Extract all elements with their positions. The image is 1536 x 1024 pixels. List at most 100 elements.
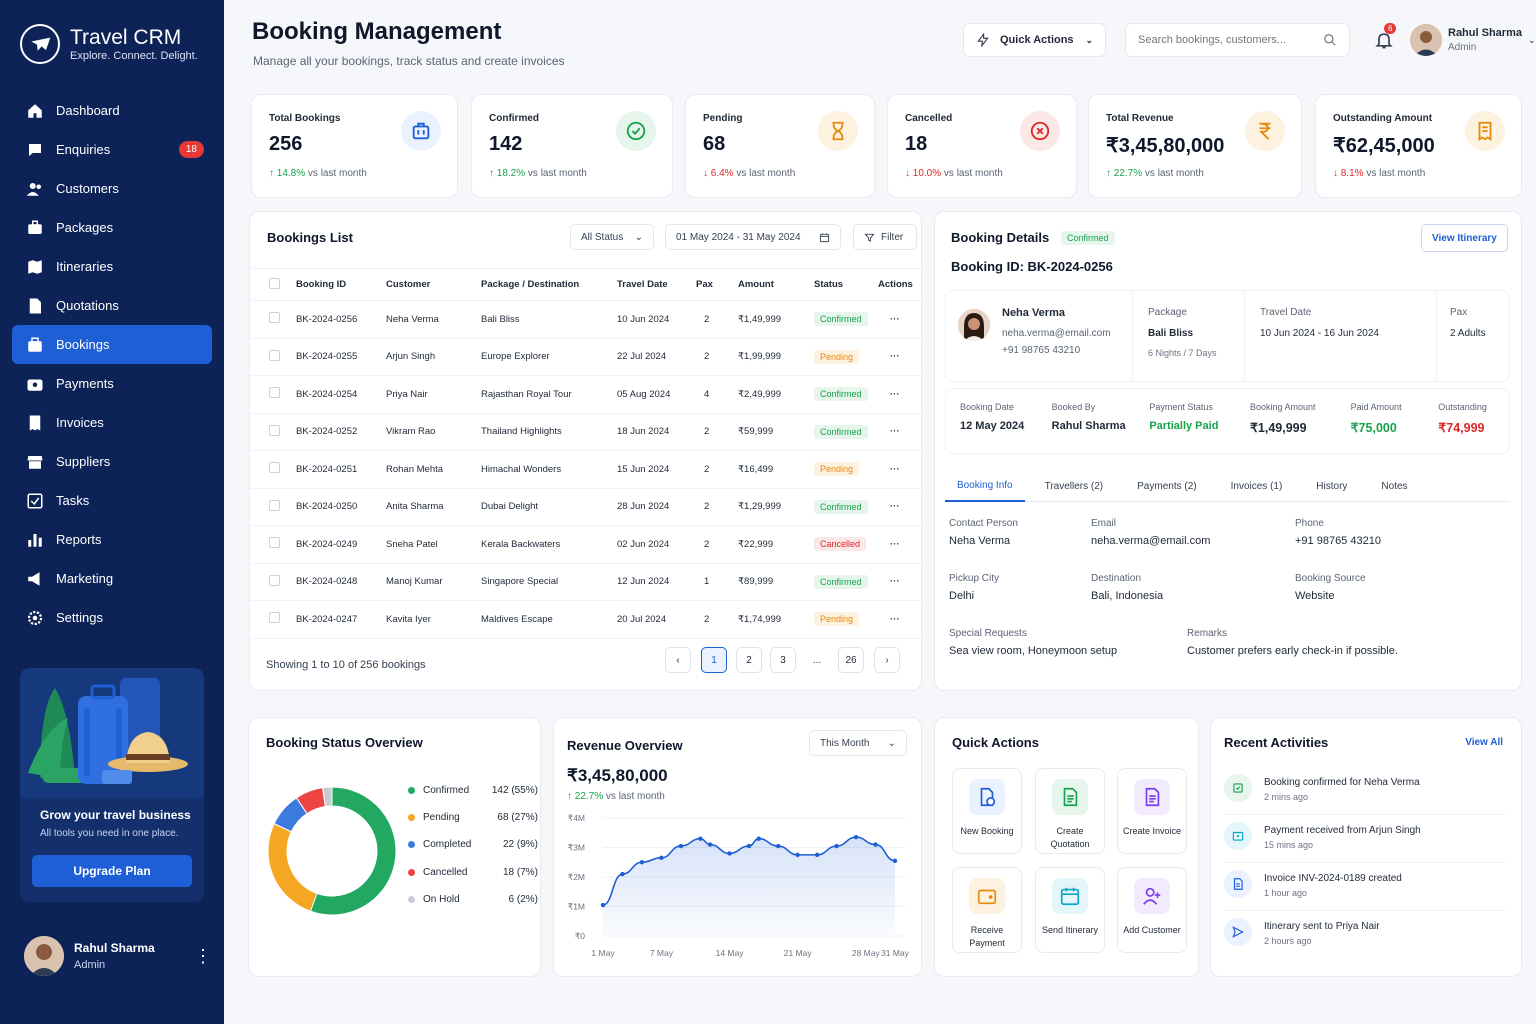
stat-card-outstanding-amount[interactable]: Outstanding Amount ₹62,45,000 ↓ 8.1% vs la…	[1315, 94, 1522, 198]
booking-id-link[interactable]: BK-2024-0250	[296, 488, 386, 526]
quick-action-new-booking[interactable]: New Booking	[952, 768, 1022, 854]
stat-card-confirmed[interactable]: Confirmed 142 ↑ 18.2% vs last month	[471, 94, 673, 198]
booking-id-link[interactable]: BK-2024-0248	[296, 563, 386, 601]
booking-id-link[interactable]: BK-2024-0247	[296, 600, 386, 639]
column-header[interactable]: Travel Date	[617, 268, 696, 301]
column-header[interactable]: Package / Destination	[481, 268, 617, 301]
period-select[interactable]: This Month ⌄	[809, 730, 907, 756]
view-all-link[interactable]: View All	[1465, 737, 1503, 748]
view-itinerary-button[interactable]: View Itinerary	[1421, 224, 1508, 252]
table-row[interactable]: BK-2024-0247 Kavita Iyer Maldives Escape 20…	[250, 600, 922, 639]
sidebar-item-enquiries[interactable]: Enquiries 18	[12, 130, 212, 169]
stat-card-total-bookings[interactable]: Total Bookings 256 ↑ 14.8% vs last month	[251, 94, 458, 198]
table-row[interactable]: BK-2024-0252 Vikram Rao Thailand Highlight…	[250, 413, 922, 451]
tab-payments[interactable]: Payments (2)	[1137, 480, 1197, 492]
more-horizontal-icon[interactable]: ···	[890, 576, 900, 588]
next-page-button[interactable]: ›	[874, 647, 900, 673]
row-checkbox[interactable]	[269, 312, 280, 324]
tab-notes[interactable]: Notes	[1381, 480, 1408, 492]
more-horizontal-icon[interactable]: ···	[890, 388, 900, 400]
more-vertical-icon[interactable]: ⋮	[194, 945, 212, 966]
status-filter-select[interactable]: All Status ⌄	[570, 224, 654, 250]
more-horizontal-icon[interactable]: ···	[890, 501, 900, 513]
column-header[interactable]: Status	[814, 268, 878, 301]
quick-action-receive-payment[interactable]: Receive Payment	[952, 867, 1022, 953]
booking-id-link[interactable]: BK-2024-0256	[296, 300, 386, 339]
column-header[interactable]: Actions	[878, 268, 922, 301]
booking-id-link[interactable]: BK-2024-0255	[296, 338, 386, 376]
search-box[interactable]	[1125, 23, 1350, 57]
tab-booking-info[interactable]: Booking Info	[945, 470, 1025, 502]
row-checkbox[interactable]	[269, 462, 280, 474]
more-horizontal-icon[interactable]: ···	[890, 463, 900, 475]
sidebar-item-dashboard[interactable]: Dashboard	[12, 91, 212, 130]
search-icon[interactable]	[1323, 33, 1337, 47]
sidebar-item-bookings[interactable]: Bookings	[12, 325, 212, 364]
tab-travellers[interactable]: Travellers (2)	[1044, 480, 1104, 492]
tab-invoices[interactable]: Invoices (1)	[1230, 480, 1283, 492]
stat-card-cancelled[interactable]: Cancelled 18 ↓ 10.0% vs last month	[887, 94, 1077, 198]
more-horizontal-icon[interactable]: ···	[890, 613, 900, 625]
activity-item[interactable]: Payment received from Arjun Singh 15 mins…	[1224, 822, 1506, 863]
row-checkbox[interactable]	[269, 612, 280, 624]
table-row[interactable]: BK-2024-0254 Priya Nair Rajasthan Royal To…	[250, 375, 922, 414]
table-row[interactable]: BK-2024-0251 Rohan Mehta Himachal Wonders 1…	[250, 450, 922, 489]
sidebar-item-itineraries[interactable]: Itineraries	[12, 247, 212, 286]
more-horizontal-icon[interactable]: ···	[890, 313, 900, 325]
sidebar-item-payments[interactable]: Payments	[12, 364, 212, 403]
column-header[interactable]: Booking ID	[296, 268, 386, 301]
activity-item[interactable]: Invoice INV-2024-0189 created 1 hour ago	[1224, 870, 1506, 911]
search-input[interactable]	[1138, 34, 1313, 46]
quick-action-create-invoice[interactable]: Create Invoice	[1117, 768, 1187, 854]
sidebar-item-tasks[interactable]: Tasks	[12, 481, 212, 520]
row-checkbox[interactable]	[269, 537, 280, 549]
notifications-button[interactable]: 6	[1374, 23, 1397, 56]
quick-action-send-itinerary[interactable]: Send Itinerary	[1035, 867, 1105, 953]
stat-card-pending[interactable]: Pending 68 ↓ 6.4% vs last month	[685, 94, 875, 198]
table-row[interactable]: BK-2024-0256 Neha Verma Bali Bliss 10 Jun 2…	[250, 300, 922, 339]
table-row[interactable]: BK-2024-0249 Sneha Patel Kerala Backwaters…	[250, 525, 922, 564]
column-header[interactable]: Pax	[696, 268, 738, 301]
page-button[interactable]: 3	[770, 647, 796, 673]
stat-card-total-revenue[interactable]: Total Revenue ₹3,45,80,000 ↑ 22.7% vs last…	[1088, 94, 1302, 198]
sidebar-item-settings[interactable]: Settings	[12, 598, 212, 637]
page-button[interactable]: 2	[736, 647, 762, 673]
more-horizontal-icon[interactable]: ···	[890, 426, 900, 438]
sidebar-user[interactable]: Rahul Sharma Admin ⋮	[24, 936, 212, 976]
page-button[interactable]: 1	[701, 647, 727, 673]
sidebar-item-packages[interactable]: Packages	[12, 208, 212, 247]
filter-button[interactable]: Filter	[853, 224, 917, 250]
table-row[interactable]: BK-2024-0255 Arjun Singh Europe Explorer 22…	[250, 338, 922, 376]
activity-item[interactable]: Booking confirmed for Neha Verma 2 mins a…	[1224, 774, 1506, 815]
table-row[interactable]: BK-2024-0248 Manoj Kumar Singapore Special…	[250, 563, 922, 601]
column-header[interactable]: Customer	[386, 268, 481, 301]
upgrade-plan-button[interactable]: Upgrade Plan	[32, 855, 192, 887]
booking-id-link[interactable]: BK-2024-0252	[296, 413, 386, 451]
page-button[interactable]: 26	[838, 647, 864, 673]
sidebar-item-suppliers[interactable]: Suppliers	[12, 442, 212, 481]
table-row[interactable]: BK-2024-0250 Anita Sharma Dubai Delight 28 …	[250, 488, 922, 526]
row-checkbox[interactable]	[269, 349, 280, 361]
sidebar-item-reports[interactable]: Reports	[12, 520, 212, 559]
more-horizontal-icon[interactable]: ···	[890, 351, 900, 363]
date-range-picker[interactable]: 01 May 2024 - 31 May 2024	[665, 224, 841, 250]
quick-action-add-customer[interactable]: Add Customer	[1117, 867, 1187, 953]
booking-id-link[interactable]: BK-2024-0254	[296, 375, 386, 414]
sidebar-item-invoices[interactable]: Invoices	[12, 403, 212, 442]
column-header[interactable]: Amount	[738, 268, 814, 301]
user-menu[interactable]: Rahul Sharma Admin ⌄	[1410, 24, 1536, 56]
sidebar-item-quotations[interactable]: Quotations	[12, 286, 212, 325]
brand[interactable]: Travel CRM Explore. Connect. Delight.	[20, 24, 198, 64]
quick-action-create-quotation[interactable]: Create Quotation	[1035, 768, 1105, 854]
sidebar-item-customers[interactable]: Customers	[12, 169, 212, 208]
row-checkbox[interactable]	[269, 424, 280, 436]
quick-actions-dropdown[interactable]: Quick Actions ⌄	[963, 23, 1106, 57]
row-checkbox[interactable]	[269, 574, 280, 586]
tab-history[interactable]: History	[1316, 480, 1348, 492]
row-checkbox[interactable]	[269, 387, 280, 399]
sidebar-item-marketing[interactable]: Marketing	[12, 559, 212, 598]
select-all-checkbox[interactable]	[269, 277, 280, 289]
booking-id-link[interactable]: BK-2024-0251	[296, 450, 386, 489]
more-horizontal-icon[interactable]: ···	[890, 538, 900, 550]
booking-id-link[interactable]: BK-2024-0249	[296, 525, 386, 564]
